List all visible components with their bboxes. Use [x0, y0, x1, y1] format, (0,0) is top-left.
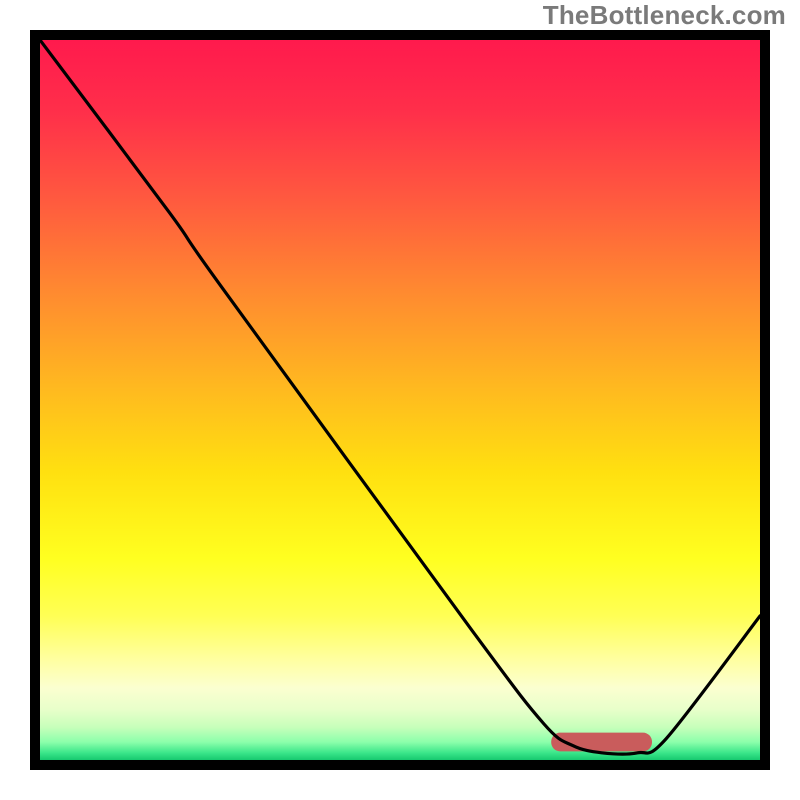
chart-container: TheBottleneck.com — [0, 0, 800, 800]
plot-area — [40, 40, 760, 760]
watermark-text: TheBottleneck.com — [543, 0, 786, 31]
plot-svg — [40, 40, 760, 760]
plot-frame — [30, 30, 770, 770]
gradient-background — [40, 40, 760, 760]
